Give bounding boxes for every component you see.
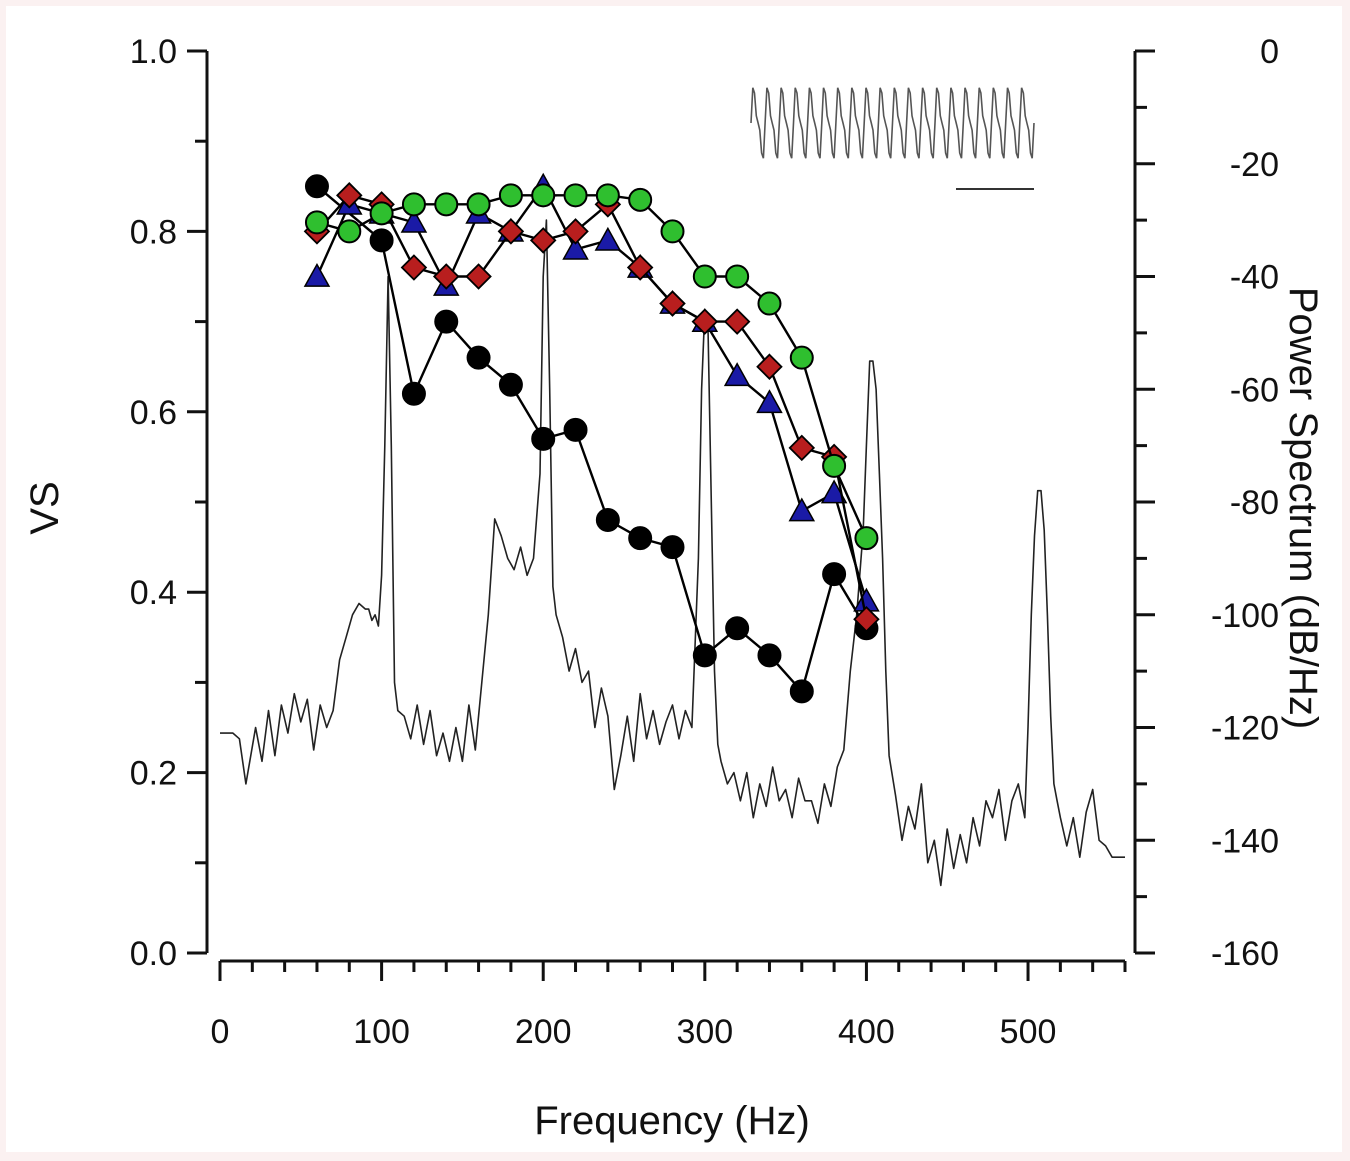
data-point-diamond xyxy=(788,434,816,462)
data-point-circle xyxy=(369,201,394,226)
data-point-circle xyxy=(401,192,426,217)
data-point-diamond xyxy=(465,263,492,290)
data-point-diamond xyxy=(691,308,719,335)
data-point-diamond xyxy=(723,308,751,335)
y2-tick-label: -120 xyxy=(1211,710,1279,748)
data-point-diamond xyxy=(756,353,783,380)
data-point-diamond xyxy=(497,218,525,245)
data-point-circle xyxy=(369,228,394,253)
data-point-triangle xyxy=(756,389,783,414)
data-point-circle xyxy=(434,192,459,217)
y2-tick-label: -100 xyxy=(1211,597,1279,635)
data-point-diamond xyxy=(529,227,557,254)
data-point-circle xyxy=(498,183,523,208)
vector-strength-chart: 0.0 0.2 0.4 0.6 0.8 1.0 -160 -140 -120 -100 -80 -60… xyxy=(23,33,1325,1143)
y-tick-label: 0.6 xyxy=(130,394,177,432)
data-point-triangle xyxy=(400,208,428,233)
data-point-diamond xyxy=(659,290,686,317)
waveform-inset xyxy=(750,87,1035,190)
y-axis-title: VS xyxy=(23,481,67,534)
data-point-circle xyxy=(401,381,426,406)
data-point-diamond xyxy=(562,218,589,245)
y-tick-label: 1.0 xyxy=(130,33,177,71)
data-point-circle xyxy=(595,183,620,208)
data-point-circle xyxy=(789,345,814,370)
power-spectrum-line xyxy=(220,219,1125,887)
series-line xyxy=(316,194,868,539)
series-3 xyxy=(304,183,879,551)
y-tick-label: 0.8 xyxy=(130,213,177,251)
data-point-circle xyxy=(628,526,653,551)
y2-tick-label: -20 xyxy=(1230,146,1279,184)
data-point-circle xyxy=(337,219,362,244)
data-point-circle xyxy=(466,345,491,370)
data-point-circle xyxy=(757,643,782,668)
data-point-circle xyxy=(725,264,750,289)
data-point-circle xyxy=(692,643,717,668)
data-point-triangle xyxy=(594,226,622,251)
x-tick-label: 300 xyxy=(676,1013,733,1051)
y2-tick-label: 0 xyxy=(1260,33,1279,71)
x-tick-label: 400 xyxy=(838,1013,895,1051)
data-point-circle xyxy=(498,372,523,397)
data-point-circle xyxy=(854,526,879,551)
data-point-circle xyxy=(725,616,750,641)
data-point-triangle xyxy=(303,262,331,287)
axes-layer: 0.0 0.2 0.4 0.6 0.8 1.0 -160 -140 -120 -100 -80 -60… xyxy=(130,33,1279,1051)
y2-axis-title: Power Spectrum (dB/Hz) xyxy=(1281,287,1325,729)
y2-tick-label: -80 xyxy=(1230,484,1279,522)
x-tick-label: 0 xyxy=(211,1013,230,1051)
series-line xyxy=(315,184,868,602)
data-point-circle xyxy=(822,562,847,587)
data-point-circle xyxy=(757,291,782,316)
x-tick-label: 500 xyxy=(1000,1013,1057,1051)
series-layer xyxy=(303,172,880,704)
data-point-circle xyxy=(434,309,459,334)
data-point-circle xyxy=(692,264,717,289)
data-point-circle xyxy=(660,535,685,560)
x-axis-title: Frequency (Hz) xyxy=(534,1099,810,1143)
y-tick-label: 0.2 xyxy=(130,755,177,793)
data-point-circle xyxy=(304,174,329,199)
data-point-circle xyxy=(563,417,588,442)
data-point-diamond xyxy=(626,254,654,281)
data-point-triangle xyxy=(562,235,589,260)
data-point-circle xyxy=(595,508,620,533)
data-point-diamond xyxy=(400,254,428,281)
y-tick-label: 0.0 xyxy=(130,935,177,973)
data-point-circle xyxy=(531,426,556,451)
data-point-circle xyxy=(822,453,847,478)
data-point-circle xyxy=(660,219,685,244)
data-point-circle xyxy=(531,183,556,208)
series-line xyxy=(316,185,868,694)
data-point-circle xyxy=(628,187,653,212)
data-point-circle xyxy=(789,679,814,704)
data-point-circle xyxy=(466,192,491,217)
y2-tick-label: -160 xyxy=(1211,935,1279,973)
series-line xyxy=(316,193,868,620)
data-point-circle xyxy=(563,183,588,208)
y2-tick-label: -140 xyxy=(1211,822,1279,860)
data-point-diamond xyxy=(853,605,880,633)
data-point-triangle xyxy=(723,362,751,387)
data-point-circle xyxy=(304,210,329,235)
data-point-triangle xyxy=(788,497,816,522)
series-0 xyxy=(304,174,879,704)
inset-waveform-trace xyxy=(750,87,1035,159)
y2-tick-label: -40 xyxy=(1230,259,1279,297)
figure-frame: 0.0 0.2 0.4 0.6 0.8 1.0 -160 -140 -120 -100 -80 -60… xyxy=(6,6,1342,1152)
y2-tick-label: -60 xyxy=(1230,371,1279,409)
x-tick-label: 200 xyxy=(515,1013,572,1051)
data-point-diamond xyxy=(336,182,363,209)
power-spectrum-layer xyxy=(220,219,1125,887)
y-tick-label: 0.4 xyxy=(130,574,177,612)
x-tick-label: 100 xyxy=(353,1013,410,1051)
series-2 xyxy=(303,182,880,633)
data-point-diamond xyxy=(432,263,460,290)
